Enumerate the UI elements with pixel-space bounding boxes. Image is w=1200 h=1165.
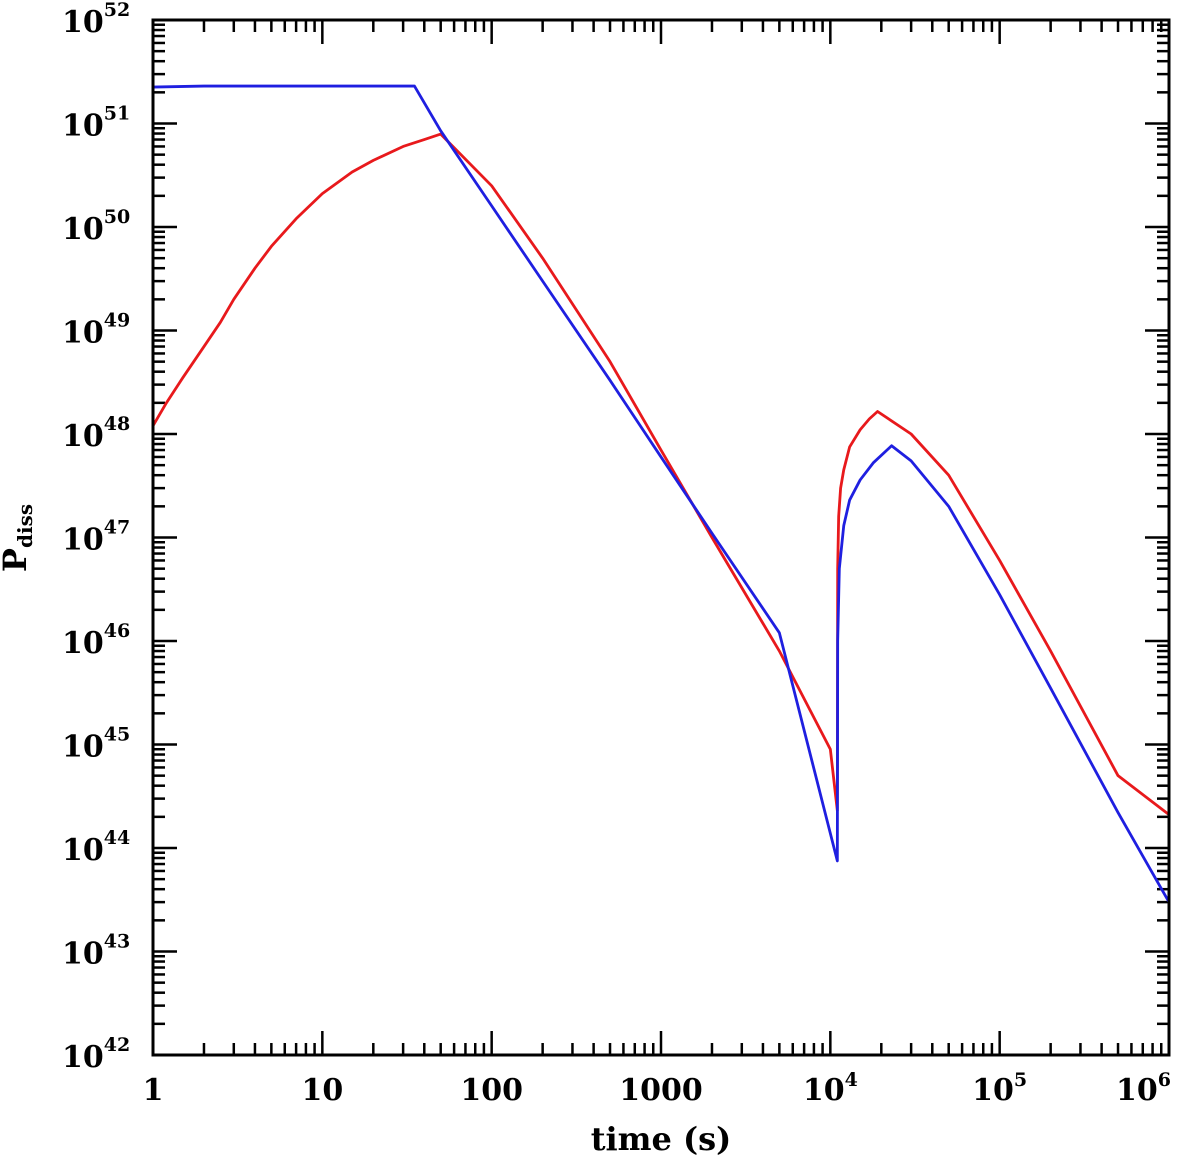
y-tick-label-base: 10 xyxy=(62,626,104,661)
y-axis-title: Pdiss xyxy=(0,504,37,572)
x-tick-label-exp: 5 xyxy=(1014,1069,1027,1091)
y-tick-label: 1046 xyxy=(62,620,130,661)
y-axis-title-sub: diss xyxy=(13,504,37,548)
series-line-2 xyxy=(152,84,1171,903)
x-tick-label-base: 10 xyxy=(301,1073,343,1108)
x-tick-label: 104 xyxy=(803,1069,858,1108)
x-tick-label-base: 10 xyxy=(1116,1073,1158,1108)
y-tick-label-exp: 42 xyxy=(104,1034,130,1056)
x-tick-label-base: 10 xyxy=(972,1073,1014,1108)
y-tick-label-base: 10 xyxy=(62,523,104,558)
y-tick-label: 1043 xyxy=(62,931,130,972)
x-tick-label-exp: 4 xyxy=(845,1069,858,1091)
y-tick-label-exp: 47 xyxy=(104,517,130,539)
y-tick-label-base: 10 xyxy=(62,212,104,247)
x-tick-label-base: 1 xyxy=(143,1073,164,1108)
series-group xyxy=(151,84,1171,903)
series-line-1 xyxy=(151,132,1170,816)
y-tick-label-exp: 46 xyxy=(104,620,130,642)
y-tick-label-base: 10 xyxy=(62,419,104,454)
y-tick-label: 1047 xyxy=(62,517,130,558)
x-tick-label-base: 10 xyxy=(803,1073,845,1108)
y-tick-label-base: 10 xyxy=(62,730,104,765)
y-tick-label-exp: 48 xyxy=(104,413,130,435)
x-tick-label-base: 100 xyxy=(460,1073,523,1108)
y-tick-label-exp: 51 xyxy=(104,103,130,125)
y-tick-label: 1051 xyxy=(62,103,130,144)
y-tick-label-exp: 50 xyxy=(104,206,130,228)
y-tick-label-exp: 52 xyxy=(104,0,130,21)
y-tick-label-base: 10 xyxy=(62,316,104,351)
y-tick-label-base: 10 xyxy=(62,1040,104,1075)
y-tick-label: 1049 xyxy=(62,310,130,351)
y-tick-label: 1050 xyxy=(62,206,130,247)
y-tick-label-exp: 49 xyxy=(104,310,130,332)
y-tick-label: 1042 xyxy=(62,1034,130,1075)
y-tick-label-exp: 45 xyxy=(104,724,130,746)
axis-ticks xyxy=(151,20,1169,1057)
y-tick-label-base: 10 xyxy=(62,109,104,144)
plot-frame xyxy=(151,18,1171,1057)
y-tick-label-exp: 43 xyxy=(104,931,130,953)
x-tick-label: 100 xyxy=(460,1073,523,1108)
x-tick-label-base: 1000 xyxy=(619,1073,703,1108)
y-tick-label: 1045 xyxy=(62,724,130,765)
x-tick-label-exp: 6 xyxy=(1158,1069,1171,1091)
y-tick-label-base: 10 xyxy=(62,937,104,972)
y-tick-label-exp: 44 xyxy=(104,827,130,849)
y-tick-label-base: 10 xyxy=(62,833,104,868)
y-tick-label-base: 10 xyxy=(62,5,104,40)
x-tick-label: 10 xyxy=(301,1073,343,1108)
x-axis-title: time (s) xyxy=(591,1120,732,1158)
x-tick-label: 1000 xyxy=(619,1073,703,1108)
x-tick-label: 1 xyxy=(143,1073,164,1108)
y-tick-label: 1052 xyxy=(62,0,130,40)
x-tick-labels: 1 10 100 1000 104 105 106 xyxy=(143,1069,1171,1108)
x-tick-label: 106 xyxy=(1116,1069,1171,1108)
y-tick-label: 1048 xyxy=(62,413,130,454)
x-tick-label: 105 xyxy=(972,1069,1027,1108)
y-axis-title-main: P xyxy=(0,548,34,572)
y-tick-labels: 1042104310441045104610471048104910501051… xyxy=(62,0,130,1075)
y-tick-label: 1044 xyxy=(62,827,130,868)
